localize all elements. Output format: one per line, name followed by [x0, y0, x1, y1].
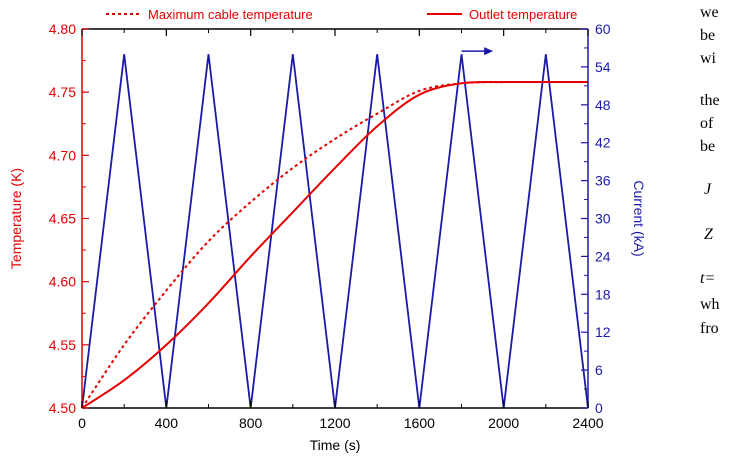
- side-text-line: Z: [704, 226, 713, 243]
- y-right-tick-label: 0: [595, 400, 603, 416]
- y-right-tick-label: 18: [595, 286, 611, 302]
- legend-label: Maximum cable temperature: [148, 7, 313, 22]
- y-right-tick-label: 54: [595, 59, 611, 75]
- x-axis-label: Time (s): [310, 437, 361, 453]
- y-right-tick-label: 12: [595, 324, 611, 340]
- series-line-current: [81, 54, 589, 409]
- y-right-tick-label: 24: [595, 248, 611, 264]
- x-tick-label: 1600: [404, 415, 435, 431]
- y-left-tick-label: 4.75: [49, 84, 76, 100]
- annotations: [461, 47, 494, 56]
- y-left-tick-label: 4.55: [49, 337, 76, 353]
- y-axis-label-right: Current (kA): [631, 180, 647, 256]
- x-tick-label: 800: [239, 415, 263, 431]
- y-right-tick-label: 60: [595, 21, 611, 37]
- y-left-tick-label: 4.60: [49, 274, 76, 290]
- y-right-tick-label: 48: [595, 97, 611, 113]
- y-right-tick-label: 42: [595, 135, 611, 151]
- legend-label: Outlet temperature: [469, 7, 577, 22]
- legend: Maximum cable temperature Outlet temperat…: [106, 7, 577, 22]
- y-left-tick-label: 4.70: [49, 147, 76, 163]
- y-right-tick-label: 36: [595, 173, 611, 189]
- side-text-line: of: [700, 115, 714, 132]
- x-tick-label: 0: [78, 415, 86, 431]
- y-axis-label-left: Temperature (K): [8, 168, 24, 269]
- x-tick-label: 2000: [488, 415, 519, 431]
- side-text-line: be: [700, 27, 716, 44]
- side-text-line: fro: [700, 320, 719, 337]
- x-tick-label: 1200: [319, 415, 350, 431]
- side-text-line: be: [700, 138, 716, 155]
- x-tick-label: 400: [155, 415, 179, 431]
- series-layer: [81, 54, 589, 409]
- y-left-tick-label: 4.80: [49, 21, 76, 37]
- side-text-line: wh: [700, 296, 720, 313]
- side-text-line: t=: [700, 270, 716, 287]
- annotation-arrow-head: [484, 47, 494, 56]
- x-tick-label: 2400: [572, 415, 603, 431]
- series-line-outlet-temperature: [81, 80, 588, 409]
- side-text-line: wi: [700, 50, 716, 67]
- side-text-line: J: [704, 181, 712, 198]
- y-right-tick-label: 30: [595, 211, 611, 227]
- y-left-tick-label: 4.50: [49, 400, 76, 416]
- side-text-line: we: [700, 4, 719, 21]
- series-line-maximum-cable-temperature: [81, 80, 588, 409]
- y-right-tick-label: 6: [595, 362, 603, 378]
- y-left-tick-label: 4.65: [49, 211, 76, 227]
- ticks: 0 400 800 1200 1600 2000 2400 4.50 4.55 4.60 4.65 4…: [49, 21, 611, 431]
- side-text-line: the: [700, 92, 720, 109]
